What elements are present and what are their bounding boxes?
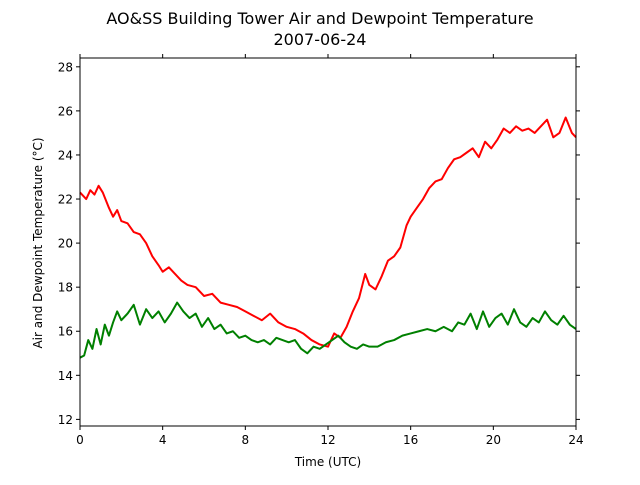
y-tick-label: 18 (58, 281, 73, 295)
x-axis-label: Time (UTC) (294, 455, 361, 469)
series-layer (79, 116, 577, 359)
chart-title: AO&SS Building Tower Air and Dewpoint Te… (106, 9, 533, 28)
x-tick-label: 20 (486, 433, 501, 447)
x-tick-label: 8 (242, 433, 250, 447)
x-tick-label: 12 (320, 433, 335, 447)
y-tick-label: 12 (58, 413, 73, 427)
series-line-1 (79, 301, 577, 359)
x-tick-label: 4 (159, 433, 167, 447)
y-tick-label: 24 (58, 148, 73, 162)
y-tick-label: 22 (58, 193, 73, 207)
y-tick-label: 28 (58, 60, 73, 74)
axes-layer: 0 4 8 12 16 20 24 12 14 16 18 20 22 24 26 28 (58, 54, 584, 447)
x-tick-label: 24 (568, 433, 583, 447)
y-axis-label: Air and Dewpoint Temperature (°C) (31, 137, 45, 348)
y-tick-label: 16 (58, 325, 73, 339)
y-tick-label: 14 (58, 369, 73, 383)
y-tick-label: 20 (58, 237, 73, 251)
y-tick-label: 26 (58, 104, 73, 118)
x-tick-label: 16 (403, 433, 418, 447)
x-tick-label: 0 (76, 433, 84, 447)
chart-subtitle: 2007-06-24 (274, 30, 367, 49)
